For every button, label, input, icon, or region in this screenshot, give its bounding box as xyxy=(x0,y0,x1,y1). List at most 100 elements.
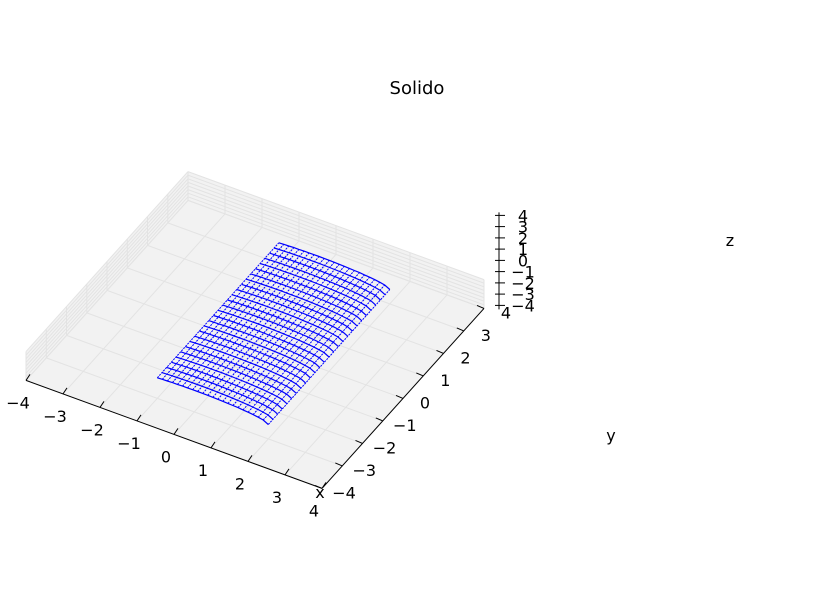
y-tick-label: −1 xyxy=(393,416,417,435)
x-tick xyxy=(321,482,327,489)
z-tick-label: 4 xyxy=(518,206,528,225)
tick-marks xyxy=(25,214,505,489)
solid-generator xyxy=(227,268,350,404)
z-tick-label: 3 xyxy=(518,218,528,237)
solid-generator xyxy=(207,259,330,396)
solid-generator xyxy=(197,256,320,392)
floor-grid-y xyxy=(147,244,444,354)
solid-section xyxy=(241,283,353,332)
solid-generator xyxy=(212,261,335,398)
z-axis-label: z xyxy=(726,231,734,250)
left-grid-z xyxy=(25,185,189,367)
y-tick xyxy=(335,462,343,467)
solid-generator xyxy=(182,250,305,387)
solid-generator xyxy=(172,247,295,383)
solid-section xyxy=(227,299,339,348)
y-tick xyxy=(476,304,485,309)
z-tick-label: 1 xyxy=(518,240,528,259)
back-grid-z xyxy=(187,178,485,288)
solid-generator xyxy=(217,263,340,400)
solid-wireframe xyxy=(156,242,391,425)
solid-section xyxy=(185,346,297,394)
solid-generator xyxy=(267,289,391,425)
solid-generator xyxy=(222,265,345,402)
solid-generator xyxy=(232,270,355,406)
chart-title: Solido xyxy=(390,78,445,99)
left-grid-z xyxy=(25,178,189,360)
solid-generator xyxy=(177,249,300,385)
solid-generator xyxy=(252,279,375,415)
y-tick-label: 0 xyxy=(420,393,430,412)
floor-grid-x xyxy=(247,281,411,462)
x-tick xyxy=(247,455,253,462)
floor-grid-x xyxy=(284,294,448,476)
floor-grid-x xyxy=(210,267,374,449)
x-tick-label: 1 xyxy=(198,461,208,480)
y-tick-label: 2 xyxy=(460,348,470,367)
floor-grid-y xyxy=(106,289,404,399)
x-tick-label: −3 xyxy=(43,407,67,426)
solid-generator xyxy=(237,272,360,408)
floor-grid-y xyxy=(167,222,464,332)
x-tick xyxy=(173,428,179,435)
solid-section xyxy=(171,361,283,410)
solid-generator xyxy=(242,274,365,411)
solid-generator xyxy=(156,242,280,379)
y-tick-label: −2 xyxy=(373,438,397,457)
x-tick xyxy=(62,387,68,395)
solid-section xyxy=(255,268,367,316)
back-grid-z xyxy=(187,171,485,281)
y-tick-label: 4 xyxy=(501,303,511,322)
z-tick-label: 0 xyxy=(518,251,528,270)
y-tick-label: 1 xyxy=(440,371,450,390)
x-tick-label: 4 xyxy=(309,501,319,520)
y-tick xyxy=(436,349,444,354)
x-tick xyxy=(136,414,142,422)
x-tick-label: −4 xyxy=(6,393,30,412)
x-tick-label: 3 xyxy=(272,488,282,507)
x-tick xyxy=(284,468,290,476)
floor-grid-y xyxy=(127,267,424,377)
x-tick xyxy=(210,441,216,449)
left-grid-z xyxy=(25,171,189,352)
solid-generator xyxy=(262,284,386,421)
floor-grid-y xyxy=(187,199,485,309)
x-tick xyxy=(99,401,105,408)
y-tick xyxy=(314,484,323,489)
solid-section xyxy=(269,252,381,301)
z-tick-label: 2 xyxy=(518,229,528,248)
y-tick-label: 3 xyxy=(481,326,491,345)
y-tick xyxy=(395,394,404,399)
solid-section xyxy=(199,330,311,379)
y-tick xyxy=(416,372,424,377)
solid-generator xyxy=(166,245,290,382)
solid-generator xyxy=(202,258,325,394)
solid-generator xyxy=(161,243,285,380)
z-tick-label: −1 xyxy=(511,263,535,282)
y-tick xyxy=(355,439,363,444)
x-tick-label: −1 xyxy=(117,434,141,453)
x-tick-label: 0 xyxy=(161,447,171,466)
y-tick-label: −3 xyxy=(353,461,377,480)
y-axis-label: y xyxy=(606,426,615,445)
y-tick-label: −4 xyxy=(332,483,356,502)
left-grid-z xyxy=(25,174,189,356)
x-tick-label: 2 xyxy=(235,474,245,493)
z-tick-label: −3 xyxy=(511,285,535,304)
z-tick-label: −4 xyxy=(511,296,535,315)
back-grid-z xyxy=(187,174,485,284)
back-grid-z xyxy=(187,181,485,291)
y-tick xyxy=(456,327,464,332)
x-axis-label: x xyxy=(315,483,324,502)
left-grid-z xyxy=(25,182,189,363)
z-tick-label: −2 xyxy=(511,274,535,293)
solid-generator xyxy=(257,281,381,418)
solid-generator xyxy=(187,252,310,389)
solid-generator xyxy=(192,254,315,391)
x-tick xyxy=(25,374,31,381)
x-tick-label: −2 xyxy=(80,420,104,439)
y-tick xyxy=(375,417,383,422)
solid-section xyxy=(213,314,325,363)
